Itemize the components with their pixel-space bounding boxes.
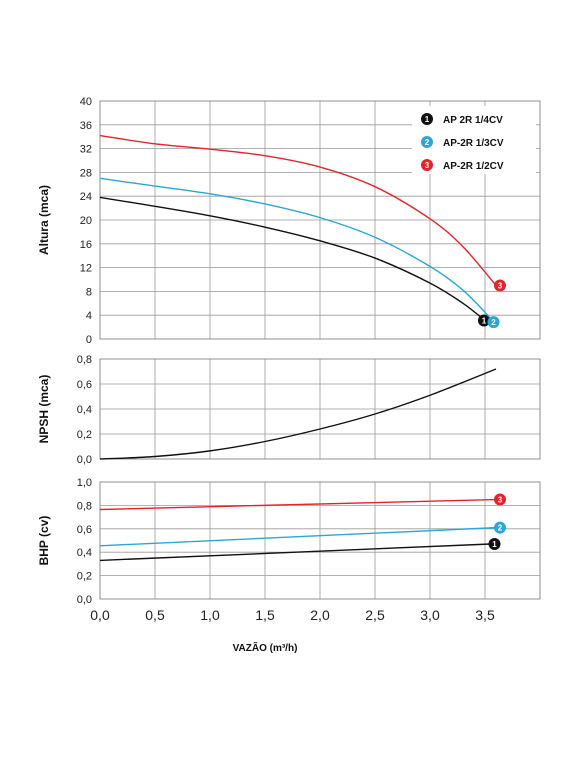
x-tick-label: 0,0 (90, 607, 110, 623)
series-marker-label: 1 (492, 540, 497, 549)
series-marker-3 (494, 493, 506, 506)
y-tick-label: 0,8 (77, 500, 92, 512)
y-axis-label: NPSH (mca) (37, 375, 51, 444)
series-marker-label: 2 (498, 524, 503, 533)
x-axis-label: VAZÃO (m³/h) (233, 641, 298, 654)
legend-marker-label: 1 (425, 115, 430, 124)
y-tick-label: 32 (80, 144, 92, 156)
series-line-3 (99, 134, 497, 286)
y-tick-label: 0,6 (77, 524, 92, 536)
series-marker-label: 2 (491, 318, 496, 327)
series-marker-3 (494, 279, 506, 292)
y-axis-label: Altura (mca) (37, 185, 51, 255)
y-tick-label: 0,8 (77, 354, 92, 366)
y-tick-label: 40 (80, 96, 92, 108)
series-line-2 (99, 177, 491, 319)
y-tick-label: 8 (86, 286, 92, 298)
legend-marker-2 (421, 136, 433, 148)
y-tick-label: 16 (80, 239, 92, 251)
series-marker-1 (488, 538, 501, 551)
x-tick-label: 3,0 (420, 607, 440, 623)
series-marker-1 (478, 314, 490, 327)
series-line-npsh (99, 368, 497, 460)
x-tick-label: 1,5 (255, 607, 275, 623)
y-tick-label: 0,0 (77, 454, 92, 466)
y-tick-label: 0 (86, 334, 92, 346)
series-marker-2 (494, 521, 506, 534)
y-tick-label: 4 (86, 310, 92, 322)
series-line-1 (99, 543, 491, 562)
x-tick-label: 3,5 (475, 607, 495, 623)
y-tick-label: 0,2 (77, 429, 92, 441)
series-marker-label: 3 (498, 496, 503, 505)
x-tick-label: 1,0 (200, 607, 220, 623)
panel-frame (99, 358, 541, 460)
legend-marker-label: 3 (425, 161, 430, 170)
series-marker-2 (487, 316, 500, 329)
x-tick-label: 0,5 (145, 607, 165, 623)
legend-marker-3 (421, 159, 433, 171)
legend-label: AP-2R 1/2CV (443, 161, 504, 172)
y-tick-label: 0,0 (77, 594, 92, 606)
x-tick-label: 2,5 (365, 607, 385, 623)
panel-frame (99, 481, 541, 600)
y-tick-label: 0,6 (77, 379, 92, 391)
y-tick-label: 1,0 (77, 477, 92, 489)
x-tick-label: 2,0 (310, 607, 330, 623)
series-line-2 (99, 526, 497, 547)
y-tick-label: 24 (80, 191, 92, 203)
y-tick-label: 36 (80, 120, 92, 132)
series-marker-label: 1 (482, 317, 487, 326)
legend-label: AP 2R 1/4CV (443, 115, 503, 126)
y-tick-label: 0,4 (77, 404, 92, 416)
legend-marker-1 (421, 113, 433, 125)
series-line-3 (99, 498, 497, 511)
y-tick-label: 0,2 (77, 571, 92, 583)
y-tick-label: 20 (80, 215, 92, 227)
y-tick-label: 0,4 (77, 547, 92, 559)
legend-label: AP-2R 1/3CV (443, 138, 504, 149)
series-marker-label: 3 (498, 281, 503, 290)
y-tick-label: 12 (80, 263, 92, 275)
y-axis-label: BHP (cv) (37, 516, 51, 566)
legend-marker-label: 2 (425, 138, 430, 147)
series-line-1 (99, 196, 486, 322)
y-tick-label: 28 (80, 167, 92, 179)
panel-frame (99, 100, 541, 340)
